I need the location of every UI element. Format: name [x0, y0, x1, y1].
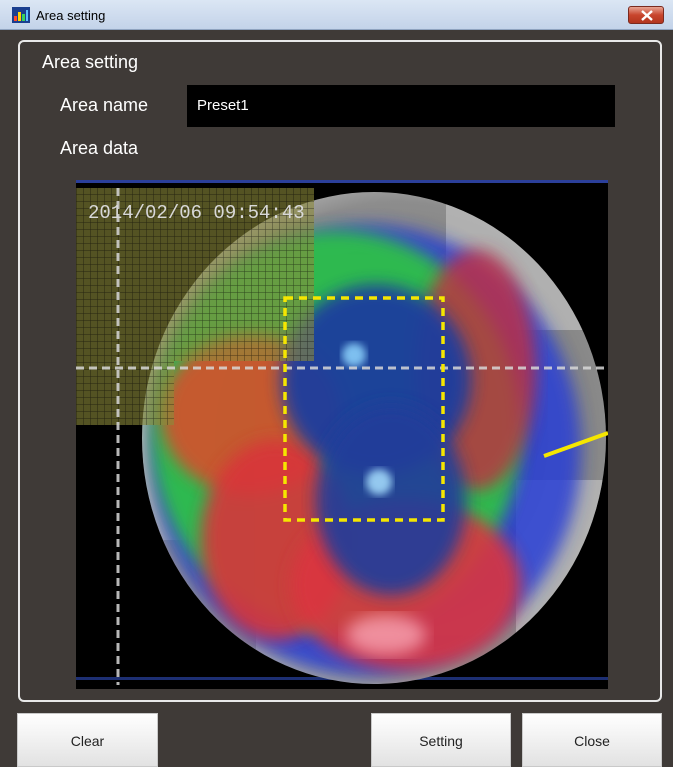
camera-timestamp: 2014/02/06 09:54:43	[88, 202, 305, 224]
close-window-button[interactable]	[628, 6, 664, 24]
clear-button[interactable]: Clear	[17, 713, 158, 767]
area-data-label: Area data	[60, 138, 139, 158]
area-name-label: Area name	[60, 95, 149, 115]
fisheye-heatmap-image[interactable]: 2014/02/06 09:54:43	[76, 180, 608, 689]
area-name-input[interactable]: Preset1	[187, 85, 615, 127]
selected-area-rectangle[interactable]	[283, 296, 445, 522]
title-bar[interactable]: Area setting	[0, 0, 673, 30]
panel-title: Area setting	[42, 52, 139, 72]
area-setting-panel: Area setting Area name Preset1 Area data	[18, 40, 662, 702]
close-button[interactable]: Close	[522, 713, 662, 767]
heatmap-app-icon	[12, 7, 30, 23]
direction-line	[543, 431, 608, 458]
close-icon	[641, 10, 653, 21]
setting-button[interactable]: Setting	[371, 713, 511, 767]
mask-grid-overlay	[76, 188, 314, 425]
window-title: Area setting	[36, 8, 106, 23]
area-data-image[interactable]: 2014/02/06 09:54:43	[76, 180, 608, 689]
